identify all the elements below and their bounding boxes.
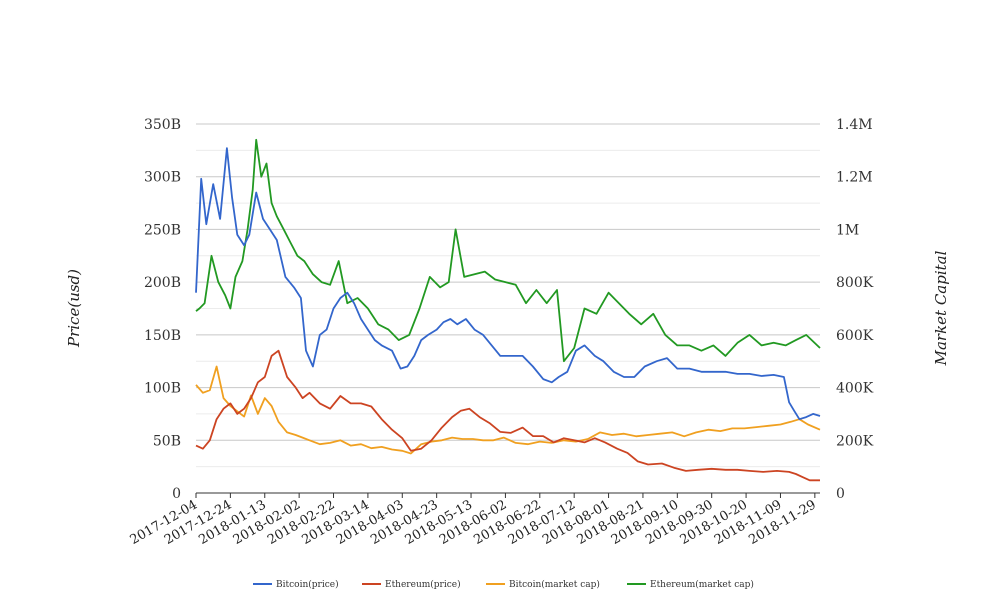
left-y-axis-ticks: 0 50B 100B 150B 200B 250B 300B 350B xyxy=(144,117,181,502)
left-y-tick-label: 350B xyxy=(144,117,181,133)
series-line-3 xyxy=(195,365,821,455)
series-line-1 xyxy=(195,147,821,421)
right-y-tick-label: 1.4M xyxy=(836,117,873,133)
right-y-tick-label: 0 xyxy=(836,486,845,502)
series-lines xyxy=(195,138,821,482)
legend-label: Ethereum(market cap) xyxy=(650,579,754,590)
legend: Bitcoin(price) Ethereum(price) Bitcoin(mar… xyxy=(253,579,754,590)
right-axis-title: Market Capital xyxy=(932,250,950,366)
left-y-tick-label: 300B xyxy=(144,170,181,186)
left-axis-title: Price(usd) xyxy=(65,269,83,348)
right-y-tick-label: 1M xyxy=(836,222,859,238)
right-y-tick-label: 1.2M xyxy=(836,170,873,186)
x-axis: 2017-12-042017-12-242018-01-132018-02-02… xyxy=(128,492,820,548)
legend-label: Ethereum(price) xyxy=(385,579,461,590)
series-line-2 xyxy=(195,349,820,482)
series-line-4 xyxy=(195,138,821,363)
right-y-tick-label: 200K xyxy=(836,433,874,449)
gridlines xyxy=(196,123,820,468)
left-y-tick-label: 100B xyxy=(144,381,181,397)
right-y-tick-label: 400K xyxy=(836,381,874,397)
left-y-tick-label: 50B xyxy=(153,433,181,449)
legend-label: Bitcoin(price) xyxy=(276,579,339,590)
right-y-tick-label: 800K xyxy=(836,275,874,291)
left-y-tick-label: 0 xyxy=(172,486,181,502)
left-y-tick-label: 200B xyxy=(144,275,181,291)
legend-label: Bitcoin(market cap) xyxy=(509,579,600,590)
left-y-tick-label: 250B xyxy=(144,222,181,238)
left-y-tick-label: 150B xyxy=(144,328,181,344)
right-y-axis-ticks: 0 200K 400K 600K 800K 1M 1.2M 1.4M xyxy=(836,117,874,502)
right-y-tick-label: 600K xyxy=(836,328,874,344)
